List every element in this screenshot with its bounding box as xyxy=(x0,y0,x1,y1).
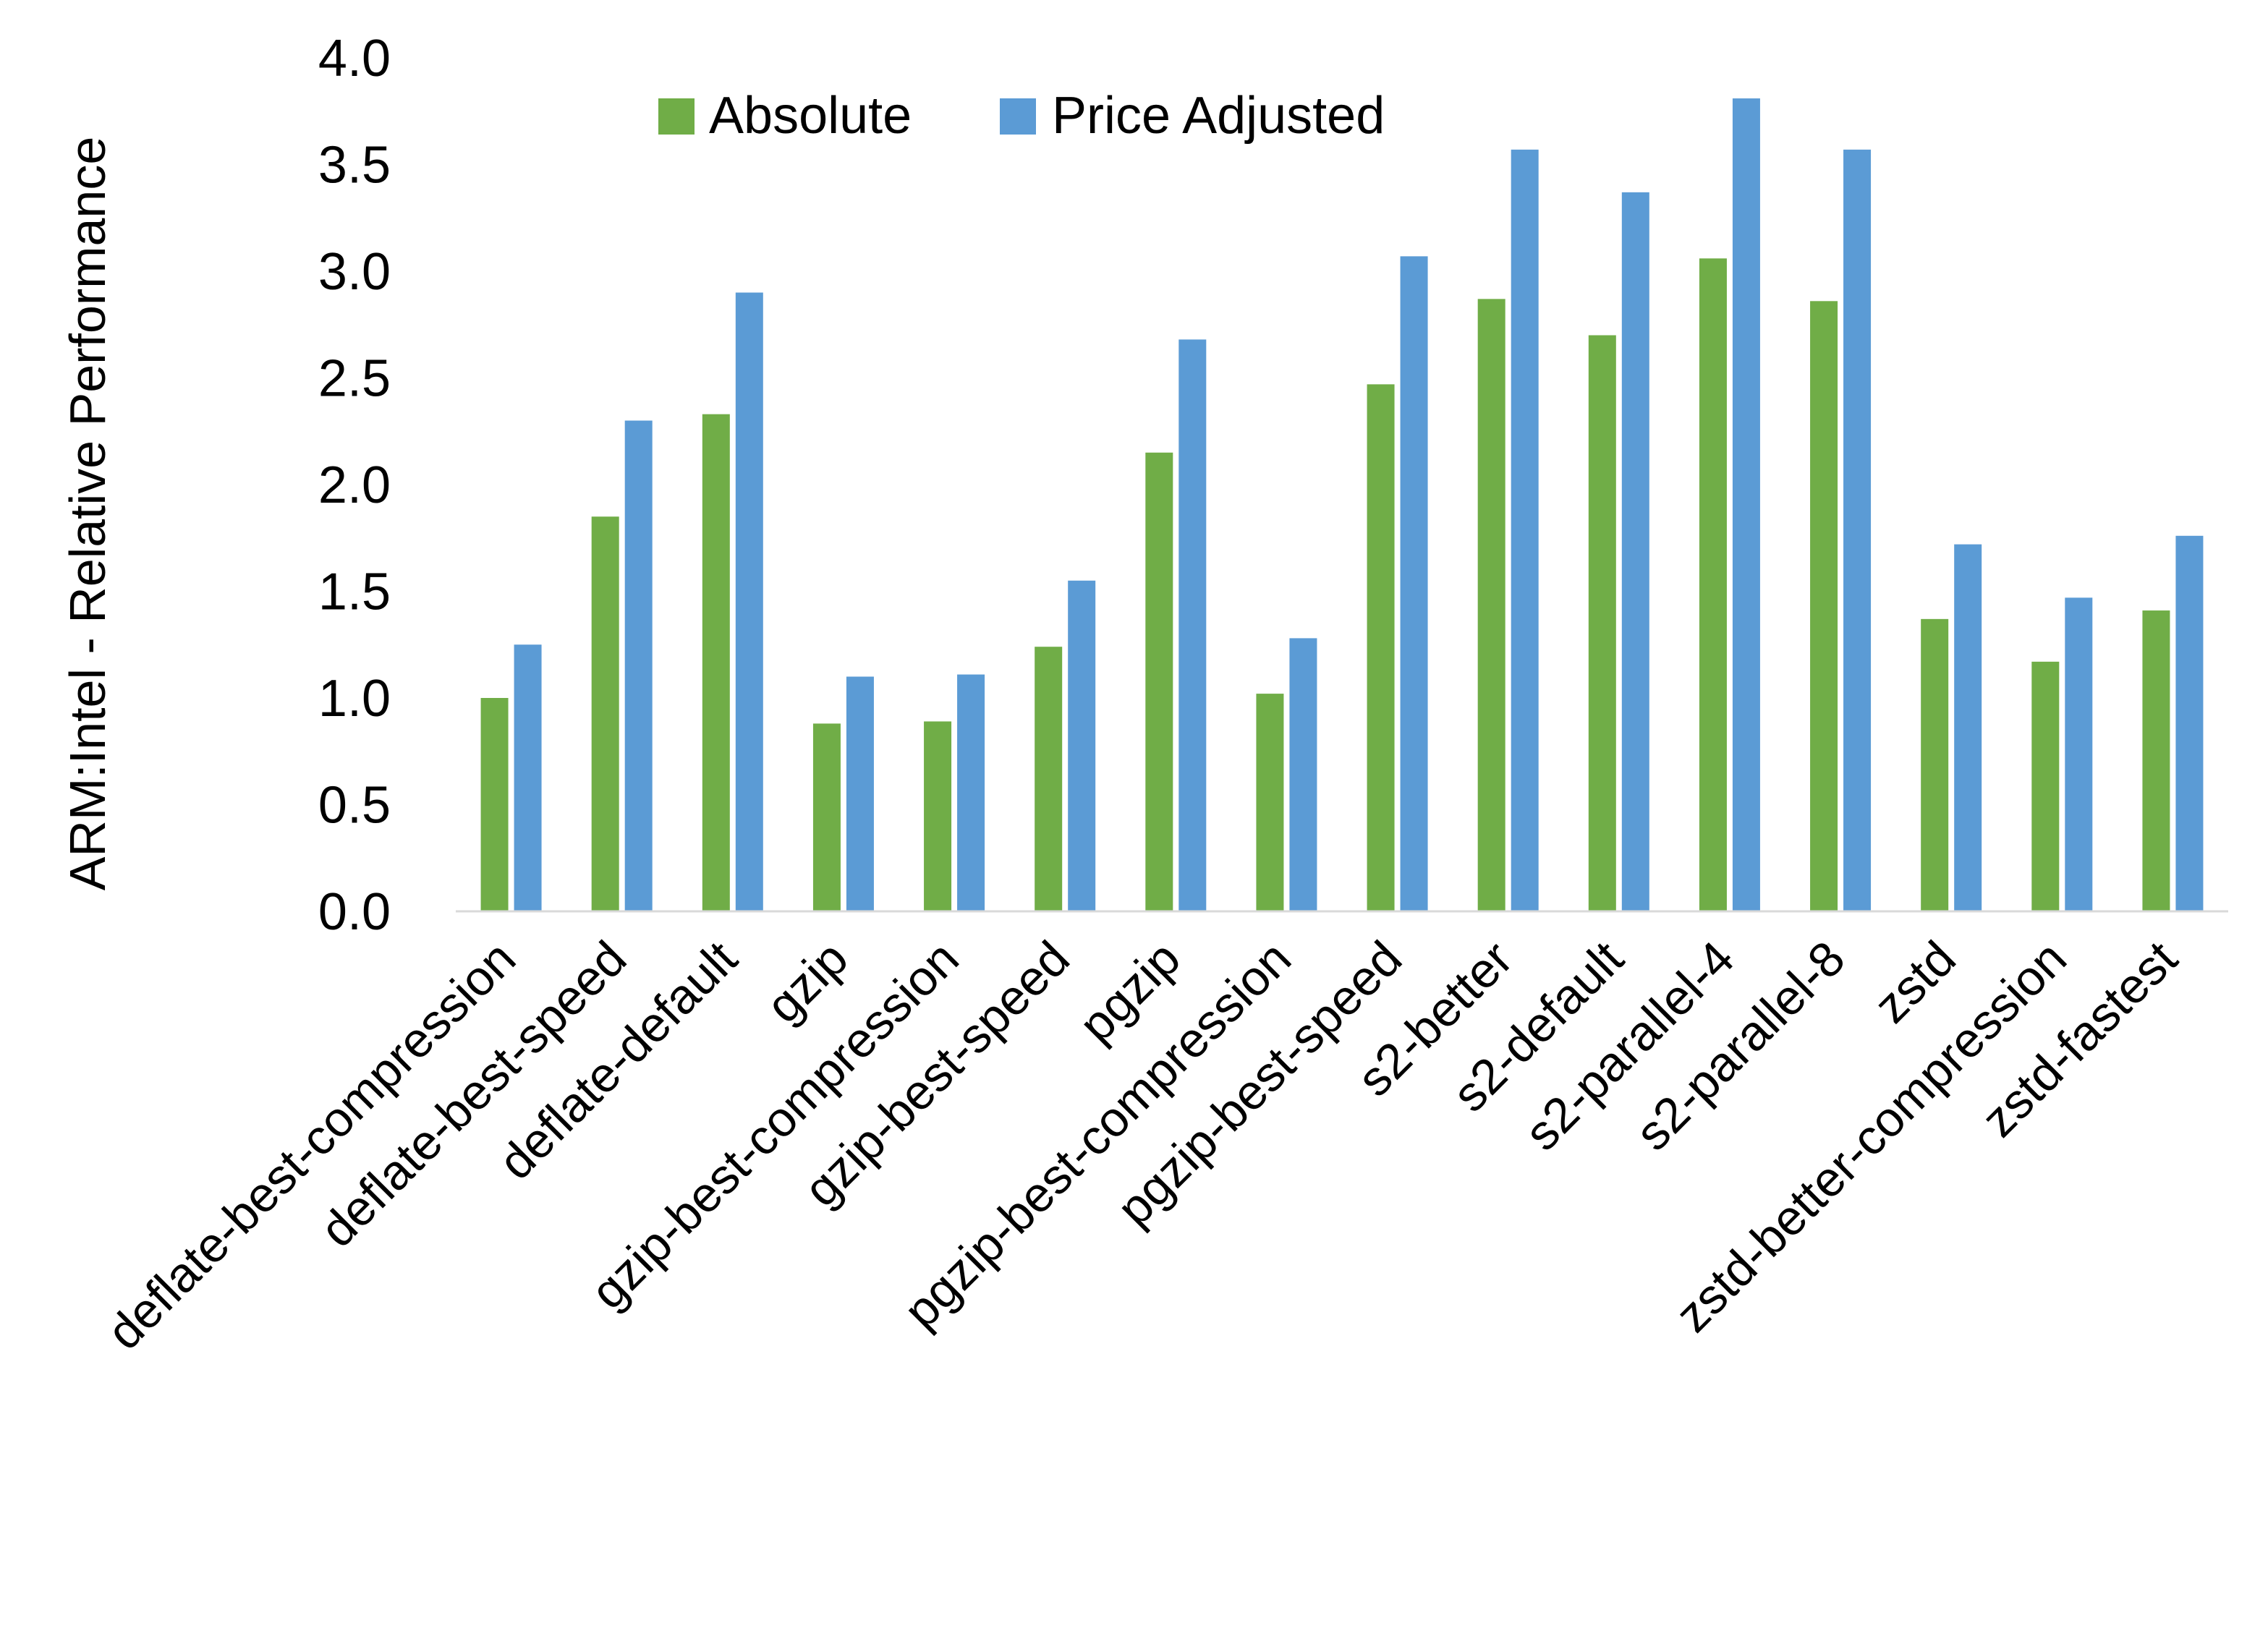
bar-price-adjusted-zstd xyxy=(1954,544,1982,911)
bar-absolute-deflate-default xyxy=(702,414,730,911)
y-tick-label: 0.0 xyxy=(318,883,391,941)
legend-swatch-absolute xyxy=(658,98,695,135)
bar-absolute-zstd-better-compression xyxy=(2031,661,2060,911)
y-tick-label: 2.5 xyxy=(318,350,391,408)
bar-absolute-gzip-best-speed xyxy=(1035,647,1063,911)
bar-price-adjusted-zstd-better-compression xyxy=(2065,597,2093,911)
bar-price-adjusted-deflate-default xyxy=(735,292,763,911)
bar-absolute-gzip-best-compression xyxy=(924,721,952,911)
legend: Absolute Price Adjusted xyxy=(658,87,1385,145)
bar-price-adjusted-gzip-best-compression xyxy=(957,674,985,911)
bar-price-adjusted-s2-parallel-8 xyxy=(1843,149,1872,912)
bar-price-adjusted-deflate-best-compression xyxy=(514,644,542,911)
bar-absolute-s2-better xyxy=(1477,299,1505,912)
bar-absolute-s2-parallel-8 xyxy=(1810,301,1838,911)
x-tick-label: deflate-best-compression xyxy=(97,931,527,1360)
y-tick-label: 0.5 xyxy=(318,777,391,835)
bar-price-adjusted-zstd-fastest xyxy=(2175,535,2204,911)
bar-price-adjusted-pgzip xyxy=(1178,339,1207,911)
bar-absolute-zstd xyxy=(1921,618,1949,911)
y-axis-label: ARM:Intel - Relative Performance xyxy=(59,137,116,891)
bar-absolute-gzip xyxy=(812,723,841,911)
bar-price-adjusted-s2-default xyxy=(1621,192,1649,912)
bar-price-adjusted-gzip-best-speed xyxy=(1068,580,1096,911)
bar-absolute-deflate-best-compression xyxy=(480,698,509,911)
bar-price-adjusted-s2-better xyxy=(1511,149,1539,912)
bar-price-adjusted-deflate-best-speed xyxy=(624,420,653,911)
bar-price-adjusted-s2-parallel-4 xyxy=(1732,98,1760,911)
legend-label-price-adjusted: Price Adjusted xyxy=(1052,87,1385,145)
bar-absolute-deflate-best-speed xyxy=(591,516,619,911)
bar-price-adjusted-pgzip-best-speed xyxy=(1400,256,1428,912)
y-tick-label: 1.5 xyxy=(318,563,391,621)
y-tick-label: 2.0 xyxy=(318,456,391,514)
bar-absolute-pgzip-best-speed xyxy=(1367,384,1395,911)
bar-absolute-s2-default xyxy=(1588,335,1616,911)
bar-absolute-s2-parallel-4 xyxy=(1699,258,1727,911)
y-tick-label: 3.0 xyxy=(318,243,391,301)
bar-price-adjusted-pgzip-best-compression xyxy=(1289,638,1317,911)
y-tick-label: 4.0 xyxy=(318,30,391,88)
bar-absolute-pgzip-best-compression xyxy=(1256,694,1284,911)
legend-label-absolute: Absolute xyxy=(709,87,912,145)
legend-swatch-price-adjusted xyxy=(1000,98,1036,135)
y-tick-label: 1.0 xyxy=(318,670,391,728)
bar-absolute-zstd-fastest xyxy=(2142,610,2170,911)
bar-absolute-pgzip xyxy=(1145,452,1173,911)
bar-price-adjusted-gzip xyxy=(846,676,874,911)
y-tick-label: 3.5 xyxy=(318,137,391,195)
